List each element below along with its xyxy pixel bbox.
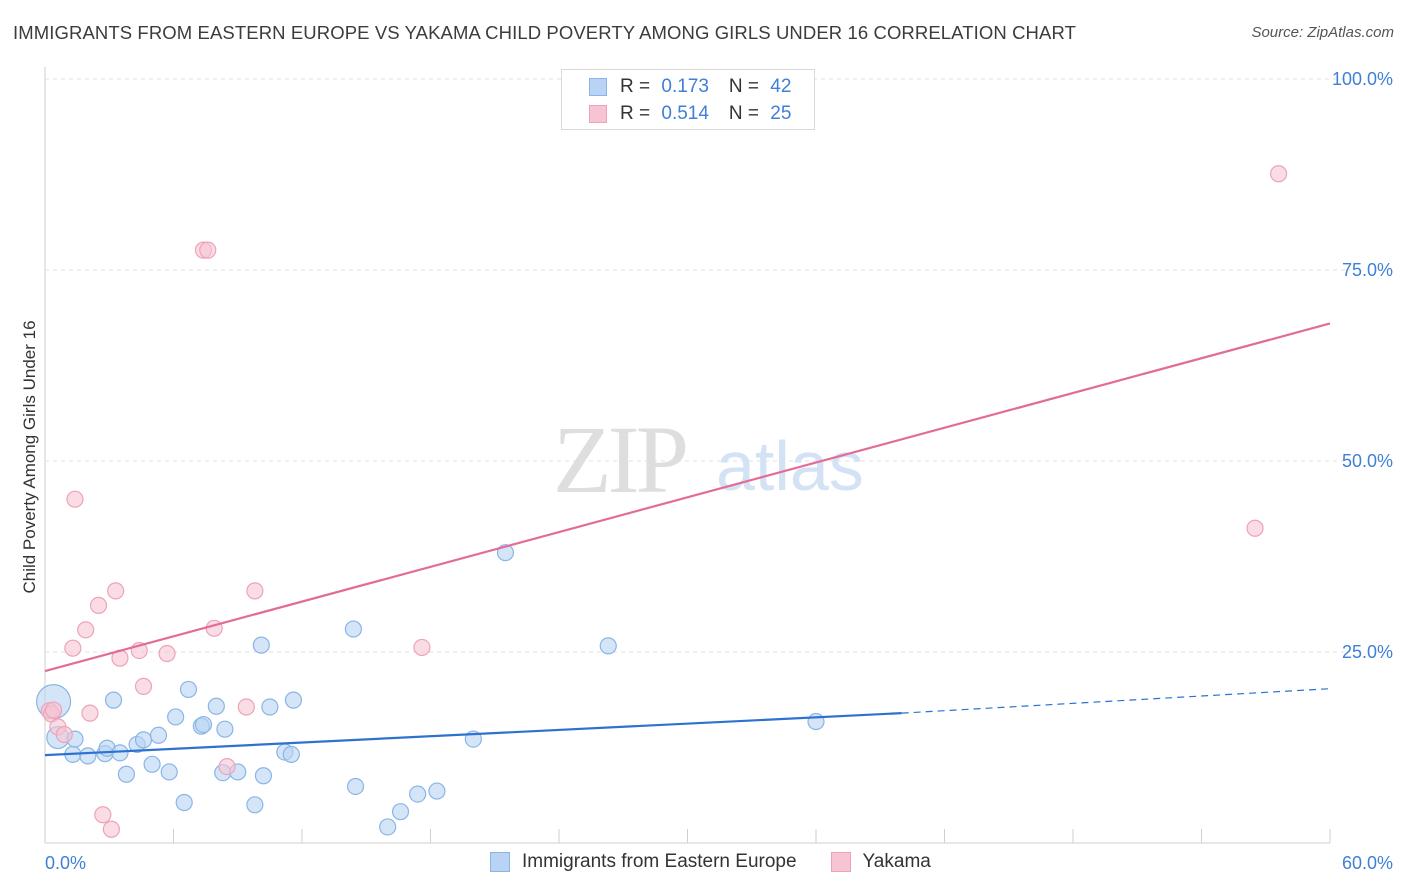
legend-n-value: 25 [770, 103, 792, 124]
data-point-eastern-europe [111, 744, 129, 762]
series-legend: Immigrants from Eastern Europe Yakama [490, 851, 965, 873]
data-point-yakama [237, 698, 255, 716]
watermark-atlas: atlas [716, 427, 864, 505]
legend-n-label: N = [728, 76, 765, 97]
trend-line-extension [901, 688, 1331, 714]
data-point-eastern-europe [216, 720, 234, 738]
data-point-yakama [107, 582, 125, 600]
data-point-eastern-europe [167, 708, 185, 726]
data-point-yakama [89, 596, 108, 614]
legend-item-yakama: Yakama [830, 851, 931, 873]
data-point-eastern-europe [143, 755, 161, 773]
trend-line-yakama [44, 322, 1331, 673]
data-point-yakama [1246, 519, 1264, 537]
data-point-yakama [77, 621, 95, 639]
data-point-yakama [102, 820, 120, 838]
y-tick-label: 50.0% [1342, 451, 1393, 471]
data-point-yakama [1269, 165, 1288, 183]
legend-r-label: R = [620, 103, 656, 124]
data-point-yakama [134, 677, 153, 695]
data-point-eastern-europe [149, 726, 168, 744]
legend-row-eastern-europe: R = 0.173 N = 42 [562, 74, 791, 100]
data-point-eastern-europe [391, 803, 410, 821]
data-point-eastern-europe [207, 697, 225, 715]
legend-swatch-blue [589, 78, 607, 96]
chart-source: Source: ZipAtlas.com [1251, 24, 1394, 41]
legend-r-value: 0.514 [661, 103, 709, 124]
data-point-eastern-europe [284, 691, 303, 709]
data-point-eastern-europe [160, 763, 178, 781]
y-tick-label: 25.0% [1342, 642, 1393, 662]
x-tick-label-min: 0.0% [45, 853, 86, 873]
data-point-yakama [94, 806, 112, 824]
legend-swatch-pink [830, 852, 851, 872]
data-point-yakama [246, 582, 264, 600]
data-point-yakama [44, 701, 63, 719]
data-point-eastern-europe [379, 818, 397, 836]
data-point-eastern-europe [194, 715, 213, 734]
data-point-eastern-europe [104, 691, 123, 709]
data-point-eastern-europe [807, 712, 825, 731]
chart-title: IMMIGRANTS FROM EASTERN EUROPE VS YAKAMA… [13, 22, 1076, 43]
data-point-yakama [81, 704, 99, 722]
legend-item-eastern-europe: Immigrants from Eastern Europe [490, 851, 797, 873]
data-point-eastern-europe [282, 745, 300, 763]
data-point-yakama [218, 757, 236, 776]
y-tick-label: 75.0% [1342, 260, 1393, 280]
data-point-eastern-europe [117, 765, 135, 783]
data-point-yakama [55, 725, 73, 744]
legend-r-value: 0.173 [661, 76, 709, 97]
data-point-yakama [64, 639, 82, 657]
data-point-eastern-europe [599, 637, 617, 655]
legend-r-label: R = [620, 76, 656, 97]
correlation-legend: R = 0.173 N = 42 R = 0.514 N = 25 [561, 69, 815, 130]
legend-n-value: 42 [770, 76, 792, 97]
data-point-eastern-europe [246, 796, 264, 814]
data-point-eastern-europe [175, 793, 193, 812]
legend-row-yakama: R = 0.514 N = 25 [562, 101, 791, 127]
data-point-eastern-europe [344, 620, 362, 638]
watermark-zip: ZIP [553, 406, 686, 513]
x-tick-label-max: 60.0% [1342, 853, 1393, 873]
data-point-eastern-europe [79, 747, 97, 765]
y-tick-label: 100.0% [1332, 69, 1393, 89]
data-point-eastern-europe [261, 698, 279, 716]
legend-series-name: Immigrants from Eastern Europe [522, 851, 797, 872]
legend-swatch-pink [589, 105, 607, 123]
data-point-eastern-europe [179, 680, 198, 699]
trend-line-eastern-europe [44, 712, 902, 757]
data-point-yakama [66, 490, 84, 508]
data-point-yakama [158, 644, 176, 663]
data-point-yakama [413, 638, 431, 657]
legend-n-label: N = [728, 103, 765, 124]
data-point-eastern-europe [254, 767, 273, 785]
legend-series-name: Yakama [862, 851, 931, 872]
data-point-eastern-europe [428, 782, 446, 800]
data-point-eastern-europe [252, 636, 270, 654]
data-point-yakama [199, 241, 217, 259]
data-point-eastern-europe [134, 731, 153, 749]
data-point-eastern-europe [346, 777, 365, 796]
legend-swatch-blue [490, 852, 510, 872]
data-point-eastern-europe [409, 785, 427, 803]
